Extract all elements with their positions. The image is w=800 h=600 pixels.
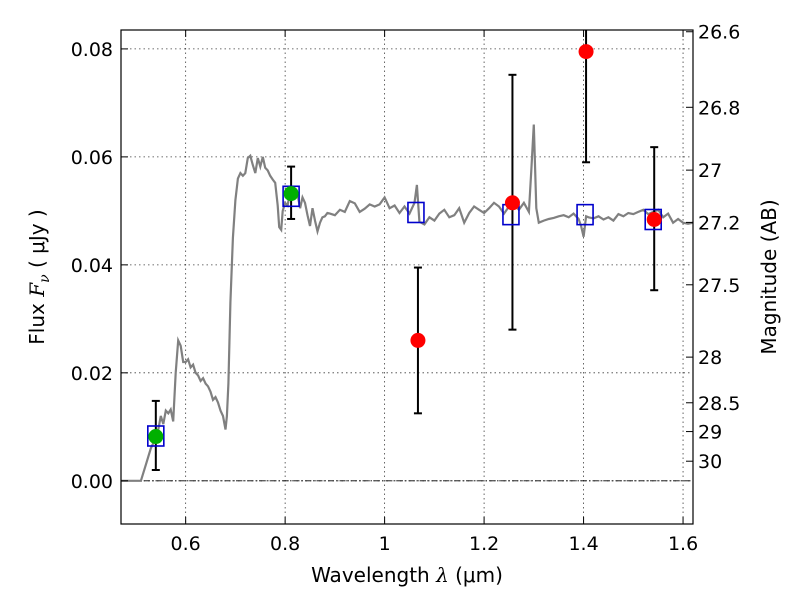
plot-area — [121, 30, 693, 482]
x-tick-label: 1.2 — [469, 533, 499, 555]
photometry-points — [148, 44, 662, 445]
right-tick-label: 29 — [698, 422, 722, 444]
y-tick-label: 0.00 — [71, 471, 113, 493]
right-tick-label: 27.5 — [698, 275, 740, 297]
model-band-marker — [576, 203, 594, 226]
x-axis-ticks: 0.6 0.8 1 1.2 1.4 1.6 — [171, 30, 698, 555]
non-detection-point — [578, 44, 594, 60]
right-tick-label: 28.5 — [698, 393, 740, 415]
right-tick-label: 30 — [698, 451, 722, 473]
x-tick-label: 1.6 — [668, 533, 698, 555]
non-detection-point — [410, 332, 426, 348]
right-tick-label: 27 — [698, 160, 722, 182]
detection-point — [148, 429, 164, 445]
right-tick-label: 28 — [698, 347, 722, 369]
right-tick-label: 27.2 — [698, 212, 740, 234]
right-tick-label: 26.6 — [698, 22, 740, 44]
x-tick-label: 1 — [379, 533, 391, 555]
y-tick-label: 0.06 — [71, 147, 113, 169]
model-band-marker — [147, 425, 165, 447]
non-detection-point — [504, 195, 520, 211]
model-band-marker — [407, 201, 425, 224]
right-tick-label: 26.8 — [698, 97, 740, 119]
right-axis-title: Magnitude (AB) — [757, 199, 781, 354]
model-band-markers — [147, 185, 663, 447]
y-axis-ticks: 0.00 0.02 0.04 0.06 0.08 — [71, 39, 128, 493]
detection-point — [283, 186, 299, 202]
y-tick-label: 0.02 — [71, 363, 113, 385]
x-tick-label: 1.4 — [568, 533, 598, 555]
x-axis-title: Wavelength λ (μm) — [311, 563, 503, 587]
x-tick-label: 0.6 — [171, 533, 201, 555]
right-axis-ticks: 26.6 26.8 27 27.2 27.5 28 28.5 29 30 — [686, 22, 740, 473]
non-detection-point — [646, 212, 662, 228]
y-axis-title: Flux Fν ( μJy ) — [25, 209, 53, 344]
x-tick-label: 0.8 — [270, 533, 300, 555]
y-tick-label: 0.04 — [71, 255, 113, 277]
y-tick-label: 0.08 — [71, 39, 113, 61]
model-sed-line — [121, 124, 693, 482]
grid-lines — [121, 30, 693, 524]
axes-frame — [120, 29, 694, 525]
